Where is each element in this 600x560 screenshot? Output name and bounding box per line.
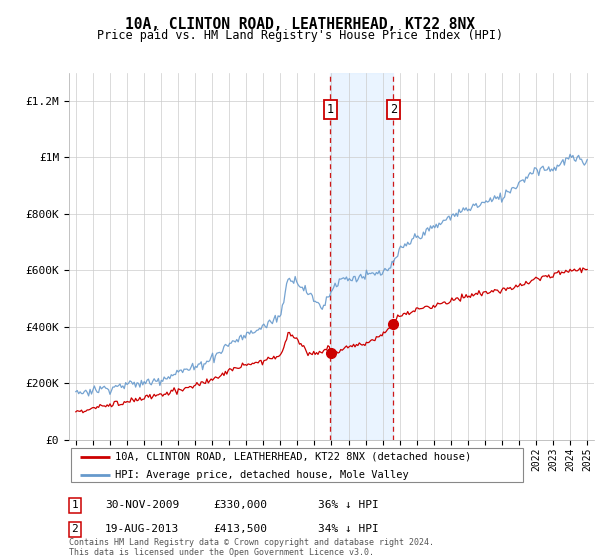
Text: 10A, CLINTON ROAD, LEATHERHEAD, KT22 8NX (detached house): 10A, CLINTON ROAD, LEATHERHEAD, KT22 8NX… — [115, 451, 471, 461]
Text: 2: 2 — [71, 524, 79, 534]
Text: 19-AUG-2013: 19-AUG-2013 — [105, 524, 179, 534]
Text: Price paid vs. HM Land Registry's House Price Index (HPI): Price paid vs. HM Land Registry's House … — [97, 29, 503, 42]
Text: 1: 1 — [71, 500, 79, 510]
Text: 2: 2 — [390, 103, 397, 116]
Text: 10A, CLINTON ROAD, LEATHERHEAD, KT22 8NX: 10A, CLINTON ROAD, LEATHERHEAD, KT22 8NX — [125, 17, 475, 31]
Text: HPI: Average price, detached house, Mole Valley: HPI: Average price, detached house, Mole… — [115, 470, 409, 480]
Text: Contains HM Land Registry data © Crown copyright and database right 2024.
This d: Contains HM Land Registry data © Crown c… — [69, 538, 434, 557]
Text: £330,000: £330,000 — [213, 500, 267, 510]
Text: 36% ↓ HPI: 36% ↓ HPI — [318, 500, 379, 510]
Text: £413,500: £413,500 — [213, 524, 267, 534]
Text: 1: 1 — [326, 103, 334, 116]
FancyBboxPatch shape — [71, 448, 523, 483]
Text: 30-NOV-2009: 30-NOV-2009 — [105, 500, 179, 510]
Text: 34% ↓ HPI: 34% ↓ HPI — [318, 524, 379, 534]
Bar — [330, 73, 394, 440]
